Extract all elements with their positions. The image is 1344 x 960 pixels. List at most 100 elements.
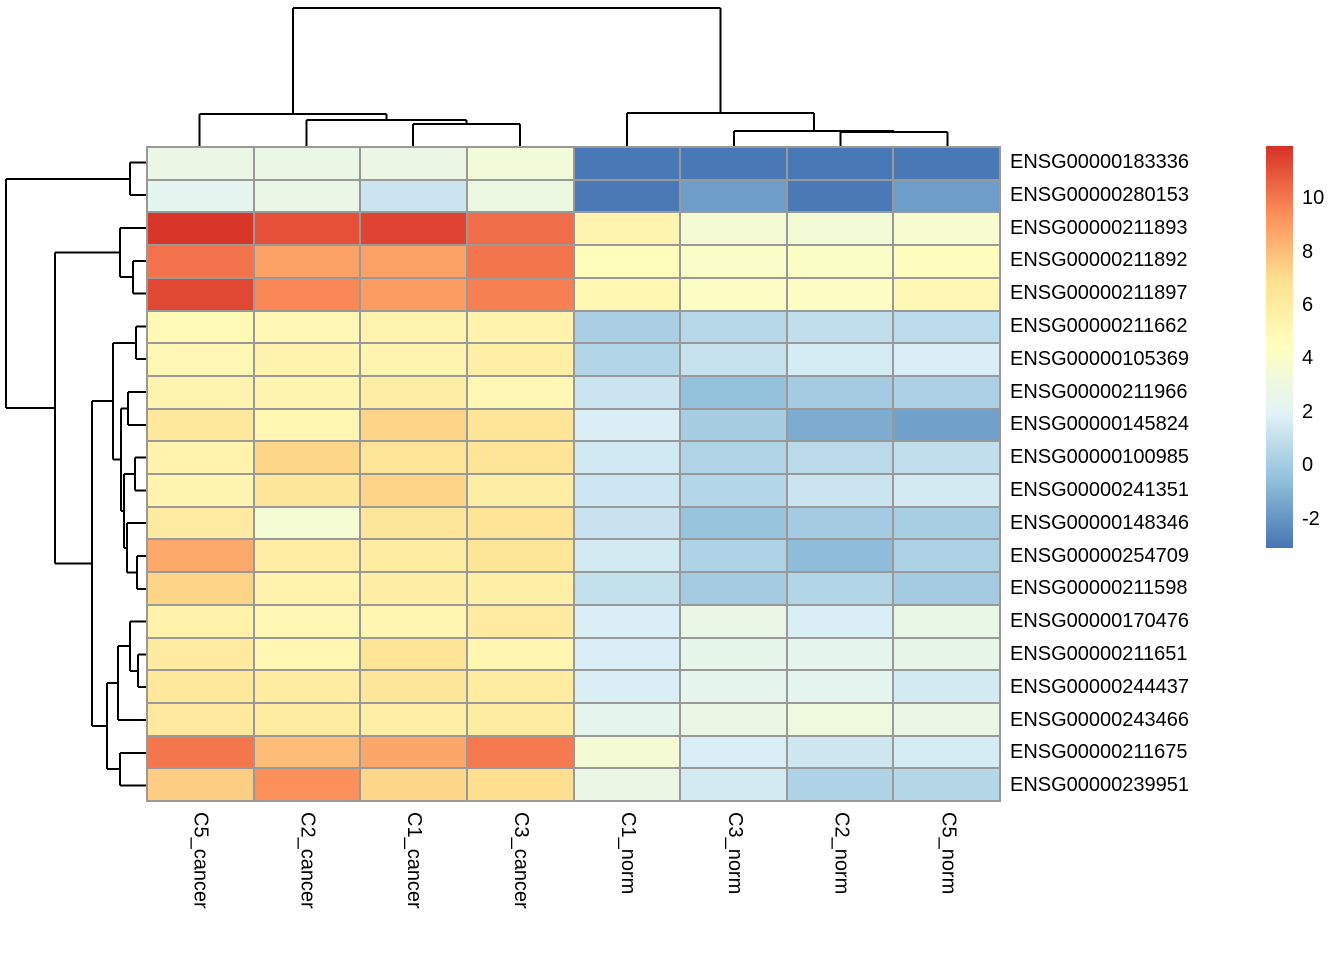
heatmap-cell	[147, 670, 254, 703]
heatmap-cell	[680, 277, 787, 311]
heatmap-cell	[466, 375, 574, 409]
heatmap-cell	[466, 702, 574, 736]
row-label: ENSG00000211662	[1010, 315, 1188, 337]
heatmap-cell	[253, 441, 361, 474]
heatmap-cell	[680, 572, 787, 605]
col-label: C1_norm	[616, 812, 639, 895]
heatmap-cell	[147, 408, 254, 442]
heatmap-cell	[786, 441, 894, 474]
row-label: ENSG00000105369	[1010, 347, 1190, 370]
legend-tick-label: 2	[1302, 400, 1314, 423]
heatmap-cell	[466, 179, 574, 213]
heatmap-cell	[786, 245, 894, 278]
heatmap-cell	[466, 245, 574, 278]
heatmap-cell	[253, 637, 361, 671]
heatmap-cell	[680, 735, 787, 769]
heatmap-cell	[680, 147, 787, 180]
col-label: C5_cancer	[189, 812, 212, 909]
heatmap-cell	[680, 441, 787, 474]
heatmap-cell	[253, 506, 361, 540]
heatmap-cell	[786, 277, 894, 311]
heatmap-cell	[786, 539, 894, 573]
row-label: ENSG00000100985	[1010, 446, 1190, 469]
heatmap-cell	[573, 375, 681, 409]
heatmap-cell	[786, 637, 894, 671]
heatmap-cell	[466, 441, 574, 474]
heatmap-cell	[147, 212, 254, 246]
heatmap-cell	[360, 539, 467, 573]
heatmap-cell	[680, 506, 787, 540]
heatmap-cell	[573, 768, 681, 801]
legend-gradient-bar	[1266, 146, 1293, 548]
heatmap-cell	[466, 408, 574, 442]
heatmap-cell	[360, 408, 467, 442]
heatmap-cell	[573, 212, 681, 246]
heatmap-cell	[893, 670, 1000, 703]
heatmap-cell	[360, 702, 467, 736]
heatmap-cell	[680, 408, 787, 442]
heatmap-cell	[360, 375, 467, 409]
heatmap-cell	[680, 474, 787, 507]
row-label: ENSG00000241351	[1010, 479, 1190, 501]
heatmap-cell	[466, 604, 574, 638]
heatmap-cell	[147, 506, 254, 540]
heatmap-cell	[786, 604, 894, 638]
heatmap-cell	[147, 735, 254, 769]
heatmap-cell	[573, 474, 681, 507]
heatmap-cell	[680, 768, 787, 801]
heatmap-cell	[680, 245, 787, 278]
heatmap-cell	[360, 604, 467, 638]
heatmap-cell	[893, 277, 1000, 311]
heatmap-cell	[680, 375, 787, 409]
heatmap-cell	[893, 408, 1000, 442]
heatmap-cell	[253, 310, 361, 344]
column-dendrogram	[198, 7, 949, 146]
heatmap-cell	[680, 179, 787, 213]
heatmap-cell	[253, 179, 361, 213]
row-label: ENSG00000280153	[1010, 183, 1190, 206]
heatmap-cell	[466, 572, 574, 605]
heatmap-cell	[893, 735, 1000, 769]
heatmap-cell	[786, 408, 894, 442]
col-label: C3_norm	[723, 812, 746, 895]
col-label: C1_cancer	[403, 812, 426, 909]
heatmap-cell	[786, 343, 894, 376]
heatmap-cell	[253, 735, 361, 769]
heatmap-cell	[253, 474, 361, 507]
heatmap-cell	[466, 768, 574, 801]
heatmap-cell	[893, 441, 1000, 474]
heatmap-cell	[253, 572, 361, 605]
heatmap-cell	[147, 343, 254, 376]
heatmap-cell	[147, 702, 254, 736]
heatmap-cell	[786, 212, 894, 246]
heatmap-cell	[893, 474, 1000, 507]
heatmap-cell	[253, 147, 361, 180]
heatmap-cell	[680, 670, 787, 703]
heatmap-cell	[147, 179, 254, 213]
row-label: ENSG00000211897	[1010, 282, 1188, 305]
heatmap-cell	[253, 768, 361, 801]
heatmap-cell	[466, 637, 574, 671]
heatmap-cell	[573, 604, 681, 638]
heatmap-cell	[147, 474, 254, 507]
heatmap-cell	[893, 179, 1000, 213]
heatmap-cell	[893, 702, 1000, 736]
row-label: ENSG00000211651	[1010, 643, 1188, 665]
heatmap-cell	[360, 277, 467, 311]
heatmap-cell	[680, 343, 787, 376]
heatmap-cell	[680, 604, 787, 638]
heatmap-cell	[573, 735, 681, 769]
heatmap-cell	[893, 768, 1000, 801]
legend-tick-label: -2	[1302, 507, 1320, 530]
heatmap-cell	[360, 506, 467, 540]
legend-tick-label: 10	[1302, 187, 1325, 210]
row-label: ENSG00000211893	[1010, 216, 1188, 239]
heatmap-cell	[786, 735, 894, 769]
heatmap-cell	[573, 147, 681, 180]
heatmap-cell	[466, 474, 574, 507]
col-label: C2_norm	[830, 812, 853, 895]
heatmap-cell	[680, 310, 787, 344]
heatmap-grid	[146, 146, 1001, 802]
